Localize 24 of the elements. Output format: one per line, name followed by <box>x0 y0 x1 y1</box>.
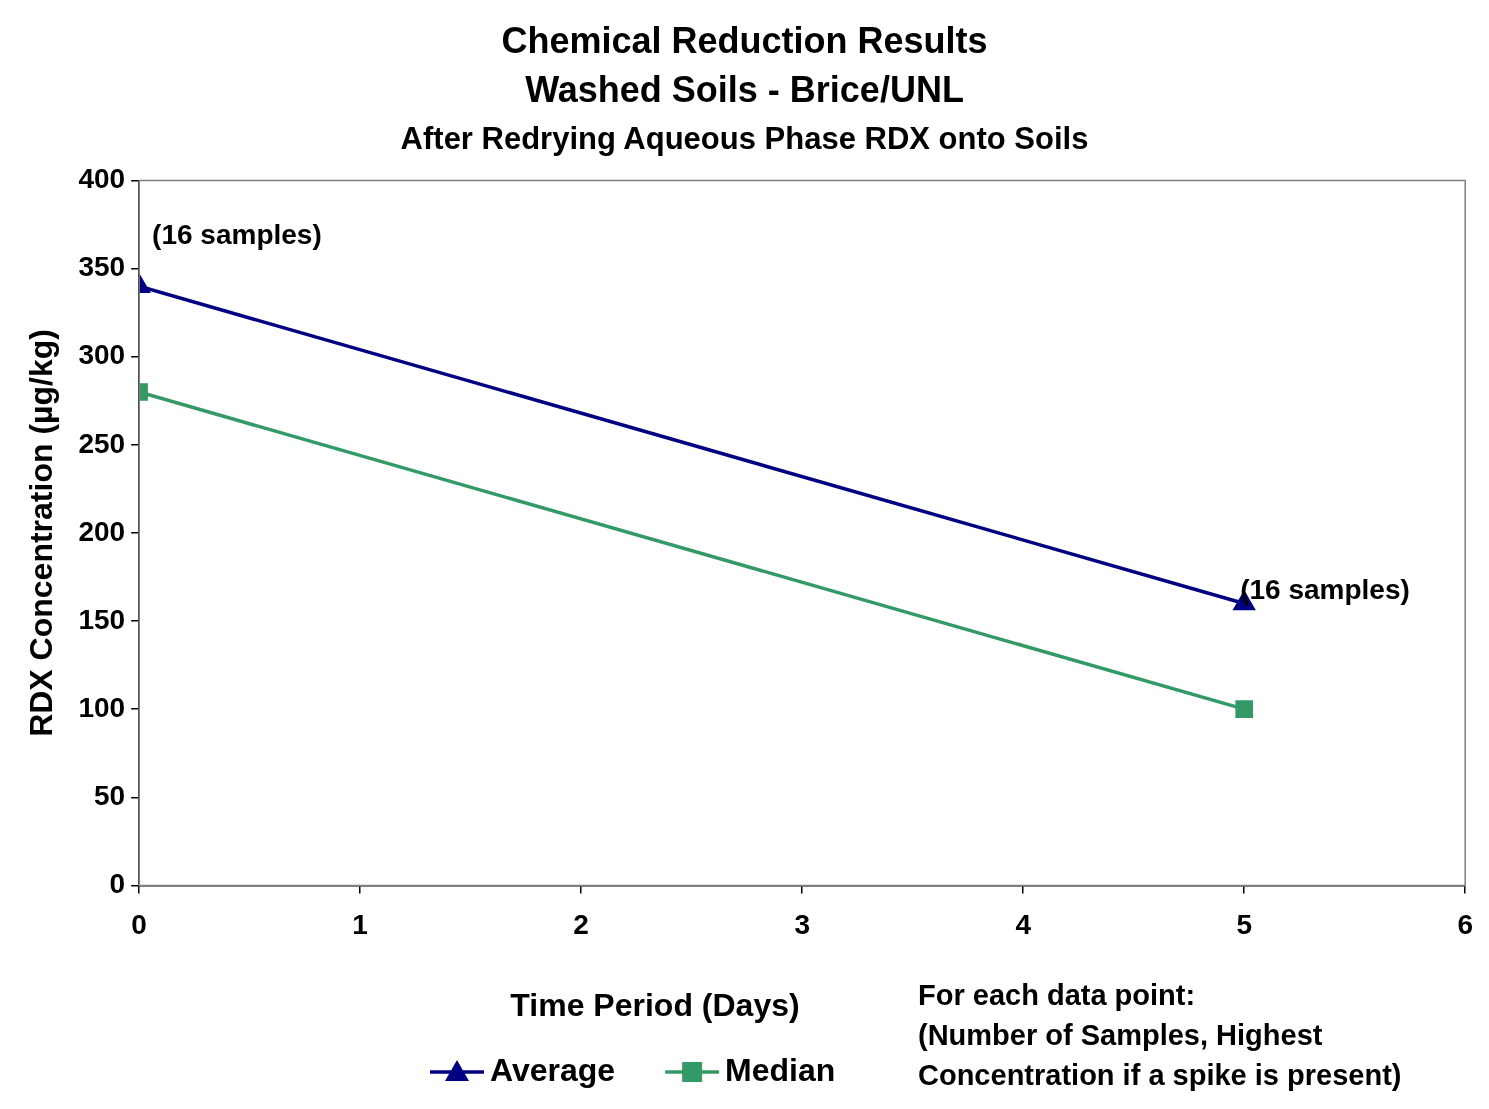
y-tick-label: 250 <box>78 427 126 459</box>
legend-label: Average <box>490 1051 616 1088</box>
chart-title: Chemical Reduction Results Washed Soils - Brice/UNL <box>501 19 988 111</box>
legend-label: Median <box>725 1051 836 1088</box>
y-tick-label: 50 <box>93 780 126 812</box>
x-tick-label: 5 <box>1236 908 1252 940</box>
chart-subtitle: After Redrying Aqueous Phase RDX onto Soils <box>400 120 1089 156</box>
annotation: (16 samples) <box>152 219 322 250</box>
x-axis-title: Time Period (Days) <box>510 986 800 1023</box>
x-tick-label: 2 <box>573 908 589 940</box>
x-tick-label: 1 <box>352 908 368 940</box>
x-tick-label: 4 <box>1015 908 1032 940</box>
y-tick-label: 200 <box>78 515 126 547</box>
x-tick-label: 3 <box>794 908 810 940</box>
y-tick-label: 100 <box>78 691 126 723</box>
y-tick-label: 350 <box>78 251 126 283</box>
y-axis-title: RDX Concentration (µg/kg) <box>23 329 60 737</box>
y-tick-label: 400 <box>78 163 126 195</box>
y-tick-label: 0 <box>109 868 126 900</box>
y-tick-label: 300 <box>78 339 126 371</box>
x-tick-label: 0 <box>131 908 147 940</box>
y-tick-label: 150 <box>78 603 126 635</box>
text: For each data point: (Number of Samples, Highest Concentration if a spike is present) <box>918 979 1402 1091</box>
x-tick-label: 6 <box>1457 908 1473 940</box>
